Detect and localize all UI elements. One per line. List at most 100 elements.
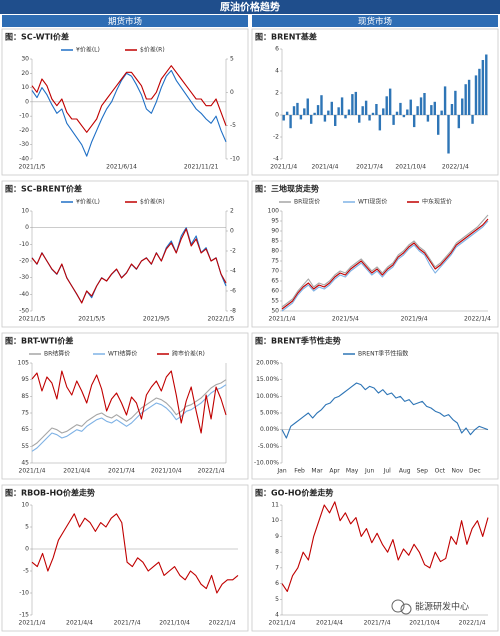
y-tick-label: 75 [21,410,29,417]
x-tick-label: 2021/10/4 [395,164,426,171]
y-tick-label: 15.00% [256,376,279,383]
bar [323,115,327,122]
bar [464,84,467,115]
x-tick-label: 2021/1/5 [19,316,46,323]
y-tick-label: 65 [271,278,279,285]
y-tick-label: 0 [25,224,29,231]
y-tick-label: 105 [18,360,30,367]
x-tick-label: 2021/4/4 [66,620,93,627]
y-tick-label: 10 [21,208,29,215]
legend-label: WTI结算价 [108,350,137,358]
x-tick-label: Jan [276,468,286,475]
bar [461,98,464,115]
y-tick-label: 80 [271,248,279,255]
y-tick-label: 9 [275,533,279,540]
bar [316,105,320,115]
y-tick-label: 85 [271,238,279,245]
x-tick-label: 2021/7/4 [364,620,391,627]
bar [481,60,485,115]
y-tick-label: 8 [275,549,279,556]
bar [454,90,457,115]
bar [467,79,471,115]
x-tick-label: 2021/5/5 [78,316,105,323]
x-tick-label: Jul [383,468,392,475]
series-line [281,220,489,312]
bar [478,68,481,115]
legend-label: WTI现货价 [358,198,387,206]
series-line [31,69,227,157]
y2-tick-label: -6 [230,288,236,295]
x-tick-label: Feb [294,468,305,475]
y-tick-label: -10.00% [254,460,279,467]
subheader-bar [2,15,248,27]
panel-frame [1,180,249,328]
legend-label: BRENT季节性指数 [358,350,408,358]
bar [285,111,289,115]
panel-frame [1,484,249,632]
chart-panel: 图：SC-WTI价差 -40 -30 -20 -10 0 10 20 30 -10 -5 0 5 2021… [1,28,249,176]
x-tick-label: 2021/11/21 [184,164,219,171]
bar [437,115,440,135]
bar [340,97,344,115]
bar [292,106,296,115]
y2-tick-label: -8 [230,308,236,315]
bar [299,115,303,120]
y-tick-label: 70 [271,268,279,275]
y-tick-label: 75 [271,258,279,265]
y-tick-label: 0 [25,546,29,553]
y-tick-label: 30 [21,56,29,63]
chart-title: 图：RBOB-HO价差走势 [5,488,95,498]
bar [361,106,364,115]
x-tick-label: 2021/4/4 [63,468,90,475]
y-tick-label: 90 [271,228,279,235]
x-tick-label: Apr [329,468,340,475]
bar [320,95,323,115]
y2-tick-label: 2 [230,208,234,215]
y-tick-label: 10 [21,502,29,509]
chart-title: 图：BRENT基差 [255,32,317,42]
y-tick-label: 0 [25,98,29,105]
legend-label: 中东现货价 [422,198,452,206]
bar [289,115,292,129]
y-tick-label: 5.00% [260,410,279,417]
x-tick-label: 2021/1/4 [269,620,296,627]
bar [371,112,375,115]
bar [471,115,474,124]
x-tick-label: 2021/9/5 [143,316,170,323]
page-title: 原油价格趋势 [220,1,280,14]
legend-label: $价差(R) [140,198,165,206]
y-tick-label: 55 [21,443,29,450]
x-tick-label: 2021/1/4 [269,316,296,323]
series-line [31,228,227,304]
x-tick-label: 2022/1/4 [464,316,491,323]
bar [358,115,361,123]
chart-title: 图：SC-WTI价差 [5,32,69,42]
bar [330,101,333,115]
y-tick-label: -40 [19,156,29,163]
series-line [281,501,489,592]
chart-panel: 图：RBOB-HO价差走势 -15 -10 -5 0 5 10 2021/1/4 2021/4/… [1,484,249,632]
y-tick-label: 95 [271,218,279,225]
legend-label: $价差(R) [140,46,165,54]
bar [433,101,436,115]
y-tick-label: 5 [25,524,29,531]
x-tick-label: Oct [435,468,446,475]
section-title: 期货市场 [108,16,142,27]
subheader-bar [252,15,498,27]
y2-tick-label: 5 [230,56,234,63]
y-tick-label: -30 [19,141,29,148]
y-tick-label: 6 [275,46,279,53]
y-tick-label: -5.00% [258,443,280,450]
x-tick-label: 2022/1/4 [209,620,236,627]
bar [282,115,285,121]
series-line [31,65,227,133]
bar [388,88,392,115]
chart-title: 图：三地现货走势 [255,184,319,194]
y-tick-label: 10.00% [256,393,279,400]
chart-title: 图：GO-HO价差走势 [255,488,333,498]
x-tick-label: Mar [311,468,323,475]
y-tick-label: -10 [19,590,29,597]
bar [385,96,388,115]
series-line [281,218,489,310]
